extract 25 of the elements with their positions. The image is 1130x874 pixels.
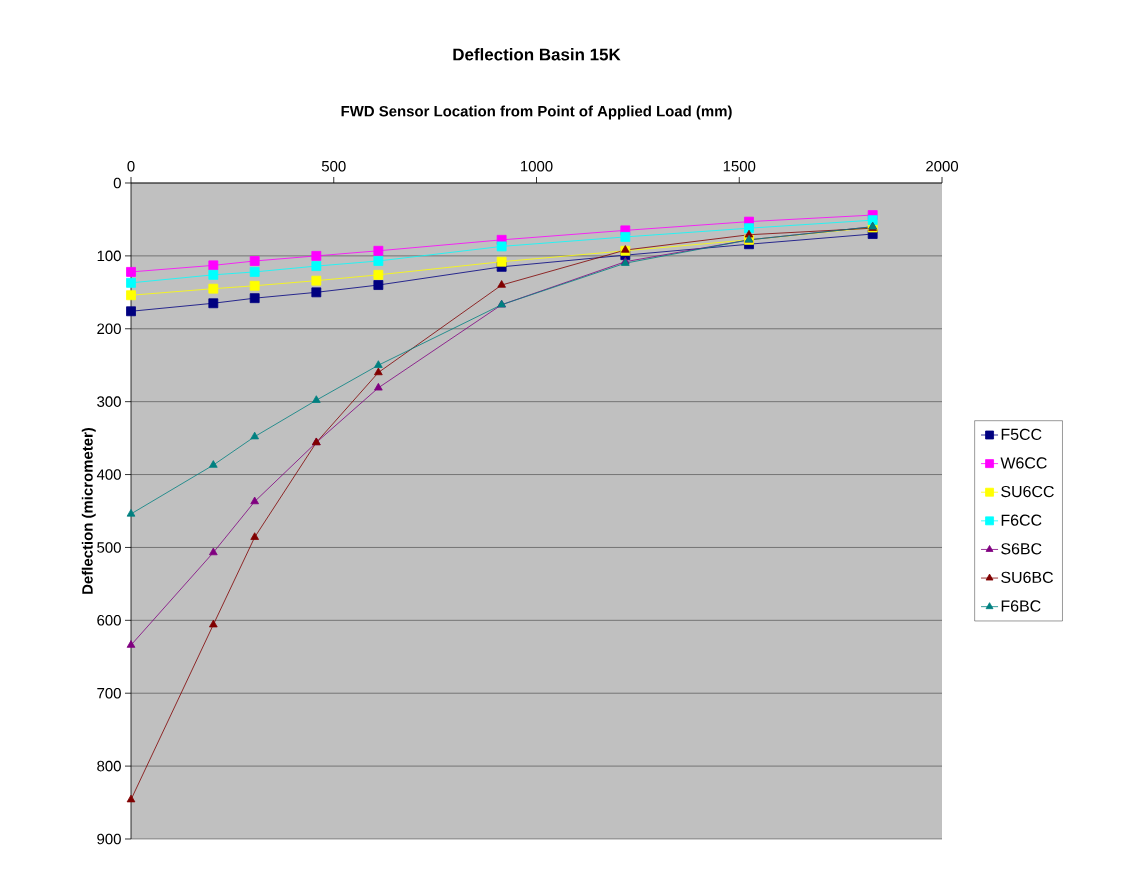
legend-label: S6BC [1001,543,1042,555]
legend-label: W6CC [1000,457,1047,469]
legend-label: F6BC [1001,600,1041,612]
chart-title: Deflection Basin 15K [453,48,621,61]
x-tick-label: 1000 [521,160,553,172]
legend-label: F6CC [1001,514,1042,526]
legend-label: SU6BC [1001,571,1053,584]
y-tick-label: 100 [97,250,121,262]
y-tick-label: 700 [97,687,121,699]
x-tick-label: 0 [127,160,135,172]
y-axis-title: Deflection (micrometer) [81,427,96,594]
y-tick-label: 800 [97,760,121,772]
x-tick-label: 500 [321,160,346,172]
y-tick-label: 900 [97,833,121,845]
y-tick-label: 0 [113,177,121,189]
x-tick-label: 1500 [723,160,756,172]
x-tick-label: 2000 [926,160,959,172]
y-tick-label: 200 [97,323,121,335]
y-tick-label: 500 [97,542,121,553]
y-tick-label: 300 [97,396,121,407]
legend-label: SU6CC [1001,485,1054,498]
x-axis-title: FWD Sensor Location from Point of Applied Load (mm) [341,105,732,120]
y-tick-label: 600 [97,615,121,626]
legend-label: F5CC [1001,428,1042,440]
y-tick-label: 400 [96,469,121,480]
